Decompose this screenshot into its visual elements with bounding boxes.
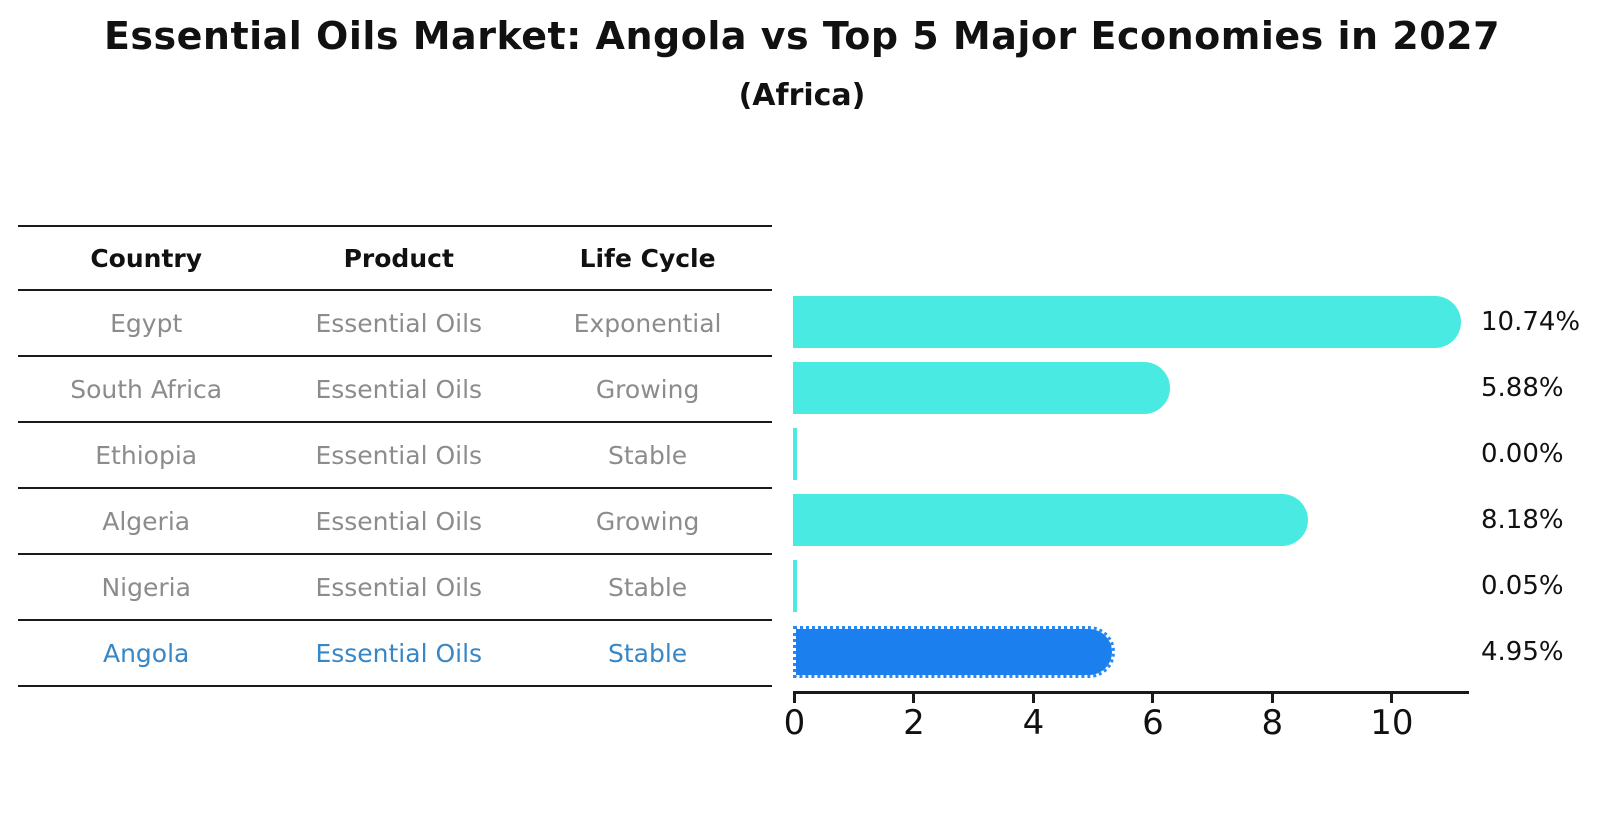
- value-label: 0.00%: [1481, 439, 1564, 469]
- table-cell-product: Essential Oils: [315, 572, 483, 602]
- table-cell-product: Essential Oils: [315, 506, 483, 536]
- bar-row: 4.95%: [793, 619, 1564, 685]
- x-axis-tick-label: 6: [1142, 703, 1164, 743]
- table-cell-country: Nigeria: [101, 572, 191, 602]
- bar-south-africa: [793, 362, 1171, 414]
- table-cell-country: Algeria: [102, 506, 191, 536]
- table-cell-life-cycle: Stable: [607, 440, 688, 470]
- table-row: Ethiopia Essential Oils Stable: [18, 423, 772, 489]
- x-axis-tick-label: 2: [903, 703, 925, 743]
- table-header-cell: Life Cycle: [579, 243, 716, 273]
- bar-algeria: [793, 494, 1308, 546]
- table-cell-life-cycle: Growing: [595, 506, 700, 536]
- table-row: Angola Essential Oils Stable: [18, 621, 772, 687]
- page-title: Essential Oils Market: Angola vs Top 5 M…: [103, 14, 1501, 58]
- table-cell-product: Essential Oils: [315, 638, 483, 668]
- table-row: Nigeria Essential Oils Stable: [18, 555, 772, 621]
- value-label: 0.05%: [1481, 571, 1564, 601]
- table-row: Algeria Essential Oils Growing: [18, 489, 772, 555]
- x-axis-tick: [912, 694, 916, 703]
- bar-row: 0.05%: [793, 553, 1564, 619]
- bar-nigeria: [793, 560, 797, 612]
- table-cell-country: Ethiopia: [95, 440, 198, 470]
- page-subtitle: (Africa): [738, 78, 866, 113]
- x-axis-tick: [1031, 694, 1035, 703]
- x-axis-tick-label: 10: [1370, 703, 1414, 743]
- bar-chart: 10.74% 5.88% 0.00% 8.18% 0.05% 4.95% 0 2 4 6 8 10: [784, 289, 1580, 759]
- bar-egypt: [793, 296, 1461, 348]
- x-axis-tick-label: 0: [783, 703, 806, 743]
- value-label: 4.95%: [1481, 637, 1564, 667]
- table-cell-life-cycle: Exponential: [573, 308, 722, 338]
- x-axis-tick-label: 4: [1022, 703, 1045, 743]
- bar-row: 5.88%: [793, 355, 1564, 421]
- table-cell-product: Essential Oils: [315, 308, 483, 338]
- value-label: 8.18%: [1481, 505, 1564, 535]
- value-label: 10.74%: [1481, 307, 1581, 337]
- table-header-cell: Product: [343, 243, 454, 273]
- table-header-cell: Country: [90, 243, 203, 273]
- x-axis-line: [793, 691, 1469, 694]
- table-row: South Africa Essential Oils Growing: [18, 357, 772, 423]
- table-row: Egypt Essential Oils Exponential: [18, 291, 772, 357]
- x-axis-tick: [793, 694, 796, 703]
- market-table: Country Product Life Cycle Egypt Essential …: [18, 225, 772, 687]
- table-cell-life-cycle: Stable: [607, 572, 688, 602]
- bar-angola: [793, 626, 1115, 678]
- table-cell-product: Essential Oils: [315, 440, 483, 470]
- bar-row: 10.74%: [793, 289, 1580, 355]
- table-header-row: Country Product Life Cycle: [18, 227, 772, 291]
- bar-row: 8.18%: [793, 487, 1564, 553]
- table-cell-country: South Africa: [70, 374, 223, 404]
- x-axis-tick: [1390, 694, 1394, 703]
- x-axis-tick: [1270, 694, 1274, 703]
- x-axis-tick-label: 8: [1261, 703, 1284, 743]
- table-cell-life-cycle: Growing: [595, 374, 700, 404]
- table-cell-product: Essential Oils: [315, 374, 483, 404]
- table-cell-life-cycle: Stable: [607, 638, 688, 668]
- bar-row: 0.00%: [793, 421, 1564, 487]
- value-label: 5.88%: [1481, 373, 1564, 403]
- bar-ethiopia: [793, 428, 797, 480]
- table-cell-country: Angola: [102, 638, 190, 668]
- table-cell-country: Egypt: [110, 308, 183, 338]
- x-axis-tick: [1151, 694, 1155, 703]
